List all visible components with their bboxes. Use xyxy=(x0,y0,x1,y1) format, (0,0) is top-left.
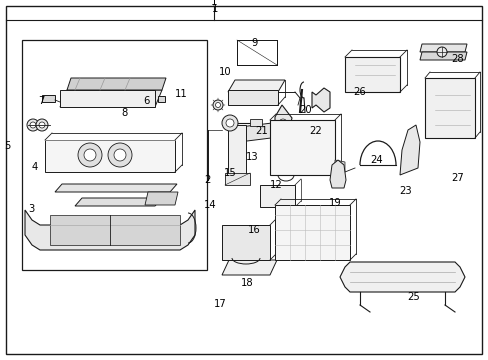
Circle shape xyxy=(279,119,286,127)
Polygon shape xyxy=(419,44,466,52)
Text: 25: 25 xyxy=(406,292,419,302)
Polygon shape xyxy=(42,95,55,102)
Text: 26: 26 xyxy=(352,87,365,97)
Text: 7: 7 xyxy=(38,96,45,106)
Polygon shape xyxy=(158,96,164,102)
Text: 5: 5 xyxy=(4,141,11,151)
Text: 1: 1 xyxy=(210,0,217,7)
Circle shape xyxy=(27,119,39,131)
Bar xyxy=(274,205,349,260)
Circle shape xyxy=(39,122,45,128)
Bar xyxy=(424,78,474,138)
Bar xyxy=(269,120,334,175)
Circle shape xyxy=(222,115,238,131)
Circle shape xyxy=(436,47,446,57)
Polygon shape xyxy=(227,80,285,92)
Circle shape xyxy=(78,143,102,167)
Circle shape xyxy=(114,149,126,161)
Text: 17: 17 xyxy=(213,299,226,309)
Text: 16: 16 xyxy=(247,225,260,235)
Text: 3: 3 xyxy=(29,204,35,214)
Polygon shape xyxy=(45,140,175,172)
Text: 18: 18 xyxy=(240,278,253,288)
Bar xyxy=(50,215,180,245)
Bar xyxy=(60,90,155,107)
Polygon shape xyxy=(55,184,177,192)
Text: 23: 23 xyxy=(399,186,411,196)
Polygon shape xyxy=(67,78,165,90)
Polygon shape xyxy=(399,125,419,175)
Polygon shape xyxy=(60,90,162,107)
Text: 20: 20 xyxy=(299,105,311,115)
Text: 21: 21 xyxy=(255,126,267,136)
Text: 19: 19 xyxy=(328,198,341,208)
Text: 13: 13 xyxy=(245,152,258,162)
Polygon shape xyxy=(419,52,466,60)
Polygon shape xyxy=(231,122,286,142)
Text: 28: 28 xyxy=(450,54,463,64)
Polygon shape xyxy=(339,262,464,292)
Text: 2: 2 xyxy=(204,175,211,185)
Text: 8: 8 xyxy=(122,108,127,118)
Polygon shape xyxy=(334,160,345,172)
Bar xyxy=(345,57,399,92)
Circle shape xyxy=(36,119,48,131)
Polygon shape xyxy=(311,88,329,112)
Bar xyxy=(222,225,269,260)
Text: 6: 6 xyxy=(143,96,150,106)
Circle shape xyxy=(225,119,234,127)
Bar xyxy=(227,90,278,105)
Circle shape xyxy=(108,143,132,167)
Bar xyxy=(237,40,276,65)
Bar xyxy=(22,40,206,270)
Text: 9: 9 xyxy=(250,38,257,48)
Text: 27: 27 xyxy=(450,173,463,183)
Circle shape xyxy=(215,103,220,108)
Bar xyxy=(260,185,294,207)
Polygon shape xyxy=(222,260,276,275)
Text: 24: 24 xyxy=(369,155,382,165)
Text: 12: 12 xyxy=(269,180,282,190)
Text: 10: 10 xyxy=(218,67,231,77)
Bar xyxy=(227,125,245,175)
Text: 4: 4 xyxy=(31,162,37,172)
Text: 1: 1 xyxy=(211,4,218,14)
Bar xyxy=(224,173,249,185)
Circle shape xyxy=(84,149,96,161)
Polygon shape xyxy=(145,192,178,205)
Text: 15: 15 xyxy=(223,168,236,178)
Text: 22: 22 xyxy=(308,126,321,136)
Polygon shape xyxy=(329,160,346,188)
Polygon shape xyxy=(25,210,195,250)
Text: 14: 14 xyxy=(203,200,216,210)
Text: 11: 11 xyxy=(174,89,187,99)
Polygon shape xyxy=(274,105,291,144)
Circle shape xyxy=(213,100,223,110)
Circle shape xyxy=(30,122,36,128)
Bar xyxy=(249,119,262,126)
Polygon shape xyxy=(75,198,162,206)
